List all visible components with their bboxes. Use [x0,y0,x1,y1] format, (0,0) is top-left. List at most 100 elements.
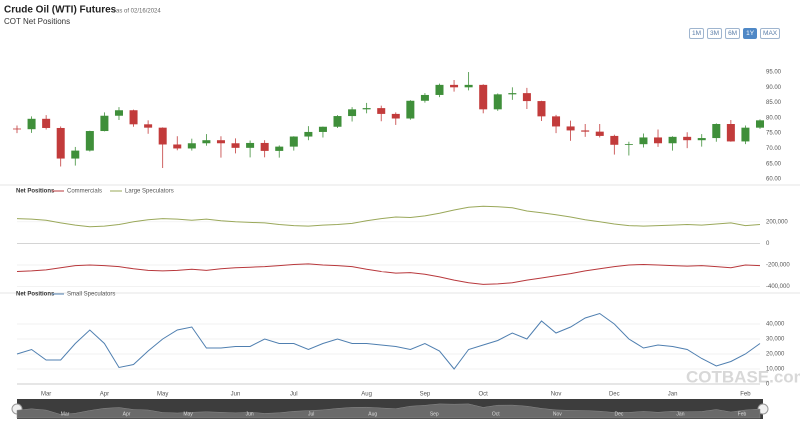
candle-body [639,137,648,145]
x-tick-label: Mar [41,392,51,398]
y-tick-label: 30,000 [766,337,785,343]
candle-body [522,93,531,102]
candle-body [450,84,459,88]
y-tick-label: 60.00 [766,177,782,183]
candle-body [624,144,633,145]
candle-body [581,130,590,132]
legend-title: Net Positions [16,189,55,195]
candle-body [260,142,269,151]
candle-body [552,116,561,127]
y-tick-label: 20,000 [766,352,785,358]
candle-body [173,144,182,149]
y-tick-label: 0 [766,382,770,388]
candle-body [348,109,357,117]
navigator-label: Aug [368,411,377,417]
candle-body [741,127,750,142]
legend-label: Large Speculators [125,189,174,195]
candle-body [304,131,313,137]
candle-body [129,110,138,125]
candle-body [216,140,225,144]
y-tick-label: -200,000 [766,263,790,269]
candle-body [333,116,342,127]
candle-body [464,84,473,88]
candle-body [246,142,255,148]
y-tick-label: 65.00 [766,161,782,167]
candle-body [435,84,444,95]
candle-body [275,146,284,151]
navigator-area [16,403,761,419]
x-tick-label: Oct [479,392,489,398]
candle-body [318,126,327,132]
candle-body [377,108,386,114]
as-of-date: as of 02/16/2024 [116,9,161,15]
series-line [16,263,761,285]
x-tick-label: Sep [420,392,431,398]
candle-body [27,118,36,130]
candle-body [362,108,371,110]
candle-body [420,94,429,101]
candle-body [479,84,488,110]
y-tick-label: 95.00 [766,70,782,76]
legend-label: Commercials [67,189,102,195]
x-tick-label: Jul [290,392,298,398]
series-line [16,312,761,370]
candle-body [114,110,123,116]
y-tick-label: 0 [766,241,770,247]
candle-body [697,138,706,141]
candle-body [654,137,663,144]
y-tick-label: 70.00 [766,146,782,152]
candle-body [144,124,153,128]
candle-body [683,136,692,141]
candle-body [158,127,167,145]
candle-body [712,124,721,139]
title: Crude Oil (WTI) Futures [4,5,117,16]
candle-body [100,115,109,132]
candle-body [231,143,240,148]
candle-body [42,118,51,128]
range-button[interactable]: 3M [707,28,723,39]
navigator-label: Feb [738,411,747,417]
y-tick-label: 40,000 [766,322,785,328]
candle-body [726,124,735,142]
range-button[interactable]: 1Y [743,28,758,39]
range-buttons: 1M 3M 6M 1Y MAX [689,28,781,39]
candle-body [566,126,575,131]
legend-label: Small Speculators [67,292,115,298]
navigator-label: Mar [61,411,70,417]
y-tick-label: -400,000 [766,284,790,290]
candle-body [537,101,546,117]
series-line [16,205,761,228]
x-tick-label: Dec [609,392,620,398]
candle-body [406,100,415,119]
x-tick-label: Nov [551,392,562,398]
y-tick-label: 10,000 [766,367,785,373]
candle-body [85,131,94,151]
candle-body [56,127,65,159]
candle-body [12,128,22,130]
range-button[interactable]: MAX [760,28,781,39]
x-tick-label: Jan [668,392,678,398]
candle-body [391,113,400,119]
navigator-label: Oct [492,411,500,417]
candle-body [668,136,677,144]
navigator-label: Jun [246,411,254,417]
navigator-label: Jul [308,411,314,417]
candle-body [755,120,765,128]
range-button[interactable]: 1M [689,28,705,39]
navigator-label: Dec [614,411,623,417]
candle-body [71,150,80,159]
legend-title: Net Positions [16,292,55,298]
y-tick-label: 90.00 [766,85,782,91]
x-tick-label: Feb [740,392,751,398]
candle-body [508,93,517,95]
x-tick-label: Jun [231,392,241,398]
navigator-label: Jan [676,411,684,417]
range-button[interactable]: 6M [725,28,741,39]
candle-body [289,136,298,147]
navigator-label: Apr [123,411,131,417]
navigator-label: Nov [553,411,562,417]
subtitle: COT Net Positions [4,17,70,26]
candle-body [610,135,619,145]
candle-body [202,140,211,144]
